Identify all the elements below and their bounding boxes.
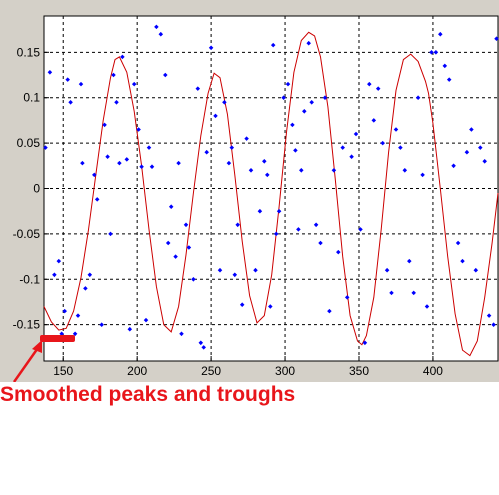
data-point [222,100,227,105]
data-point [111,72,116,78]
data-point [87,272,93,278]
annotation-highlight-bar [40,335,75,342]
data-point [78,81,84,87]
data-point [154,24,159,30]
annotation-arrow-shaft [12,344,42,382]
y-tick-label: 0.15 [17,45,41,59]
data-point [411,290,416,296]
data-point [349,154,354,159]
data-point [424,304,430,309]
data-point [253,267,258,273]
data-point [362,340,368,346]
annotation-layer [12,335,75,382]
data-point [438,31,443,37]
data-point [131,81,137,87]
data-point [265,172,270,178]
data-point [473,267,479,273]
grid-lines [44,16,498,361]
data-point [52,272,57,278]
x-tick-label: 350 [349,364,369,378]
data-point [367,81,372,87]
data-point [120,54,125,60]
data-point [262,159,267,164]
annotation-text: Smoothed peaks and troughs [0,383,296,406]
data-point [273,231,279,237]
data-point [232,272,238,278]
data-point [336,249,341,255]
data-point [486,313,492,318]
data-point [296,227,301,232]
data-point [299,168,304,173]
data-point [72,331,78,337]
x-tick-label: 150 [53,364,73,378]
smoothed-curve-line [43,31,499,357]
scatter-chart: 150 200 250 300 350 400 0.15 0.1 0.05 0 -0.05 -0.1 -… [12,15,499,382]
data-point [198,340,204,346]
data-point [179,331,184,337]
axis-ticks: 150 200 250 300 350 400 0.15 0.1 0.05 0 -0.05 -0.1 -… [13,45,444,378]
y-tick-label: 0.1 [23,91,40,105]
data-point [407,258,412,264]
data-point [402,168,408,173]
data-point [442,63,448,69]
data-point [420,172,425,178]
x-tick-label: 400 [423,364,443,378]
data-point [208,45,214,51]
data-point [65,77,70,82]
data-point [464,149,470,155]
y-tick-label: -0.05 [13,227,41,241]
data-point [491,322,496,327]
data-point [102,122,107,128]
annotation-arrow-head [32,340,42,353]
x-tick-label: 250 [201,364,221,378]
data-point [389,290,394,296]
data-point [302,109,307,114]
data-point [117,160,122,166]
data-point [327,308,332,314]
data-point [127,326,133,332]
data-point [276,208,282,214]
data-point [371,118,377,123]
data-point [268,304,273,309]
y-tick-label: -0.1 [19,272,40,286]
data-point [47,70,53,75]
data-point [173,254,178,259]
data-point [108,231,113,237]
data-point [143,317,149,323]
data-point [257,208,263,214]
y-tick-label: 0.05 [17,136,41,150]
data-point [460,258,465,264]
data-point [478,145,483,150]
data-point [80,160,85,166]
x-tick-label: 300 [275,364,295,378]
x-tick-label: 200 [127,364,147,378]
data-point [293,148,298,153]
data-point [217,267,223,273]
y-tick-label: 0 [33,182,40,196]
y-tick-label: -0.15 [13,318,41,332]
data-point [59,331,64,337]
data-point [136,127,141,132]
data-point [344,295,350,300]
data-point [358,227,363,232]
data-point [94,197,100,202]
data-point [105,154,110,159]
data-point [384,267,390,273]
